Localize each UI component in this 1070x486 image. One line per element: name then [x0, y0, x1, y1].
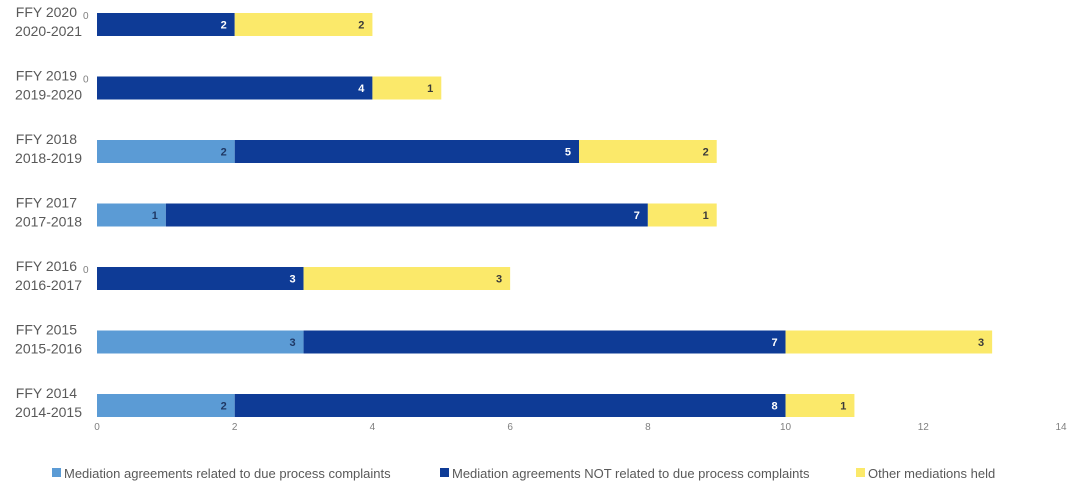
- data-label: 2: [703, 147, 709, 159]
- category-label-ffy: FFY 2020: [16, 4, 77, 20]
- legend-entry: Mediation agreements related to due proc…: [64, 466, 391, 481]
- data-label: 3: [289, 337, 295, 349]
- data-label: 2: [221, 401, 227, 413]
- data-label: 7: [771, 337, 777, 349]
- bar-segment: [234, 140, 579, 163]
- category-label-years: 2014-2015: [15, 404, 82, 420]
- data-label: 8: [771, 401, 777, 413]
- bar-segment: [372, 76, 442, 100]
- data-label: 2: [221, 147, 227, 159]
- x-tick-label: 2: [232, 422, 238, 433]
- zero-data-label: 0: [83, 11, 89, 22]
- category-label-ffy: FFY 2014: [16, 385, 77, 401]
- data-label: 2: [358, 20, 364, 32]
- x-tick-label: 6: [507, 422, 513, 433]
- x-tick-label: 0: [94, 422, 100, 433]
- bar-segment: [97, 140, 235, 163]
- category-label-years: 2017-2018: [15, 214, 82, 230]
- bar-segment: [97, 203, 166, 227]
- bar-row: FFY 2015 2015-2016 3 7 3: [15, 322, 993, 357]
- x-tick-label: 8: [645, 422, 651, 433]
- x-tick-label: 12: [918, 422, 930, 433]
- bar-segment: [785, 394, 855, 417]
- bar-segment: [647, 203, 717, 227]
- bar-segment: [303, 267, 511, 290]
- bar-segment: [234, 13, 373, 36]
- data-label: 1: [427, 83, 433, 95]
- legend-entry: Other mediations held: [868, 466, 995, 481]
- category-label-years: 2016-2017: [15, 277, 82, 293]
- category-label-years: 2015-2016: [15, 341, 82, 357]
- x-tick-label: 4: [370, 422, 376, 433]
- x-tick-label: 10: [780, 422, 792, 433]
- category-label-ffy: FFY 2015: [16, 322, 77, 338]
- data-label: 1: [703, 210, 709, 222]
- data-label: 3: [289, 274, 295, 286]
- category-label-years: 2020-2021: [15, 23, 82, 39]
- data-label: 4: [358, 83, 365, 95]
- category-label-years: 2018-2019: [15, 150, 82, 166]
- bar-segment: [97, 330, 304, 354]
- legend-swatch: [856, 468, 865, 477]
- category-label-ffy: FFY 2018: [16, 131, 77, 147]
- bar-segment: [579, 140, 717, 163]
- data-label: 3: [496, 274, 502, 286]
- legend-swatch: [440, 468, 449, 477]
- zero-data-label: 0: [83, 75, 89, 86]
- bar-segment: [234, 394, 786, 417]
- data-label: 1: [840, 401, 846, 413]
- bar-segment: [97, 267, 304, 290]
- bar-segment: [303, 330, 786, 354]
- bar-row: FFY 2014 2014-2015 2 8 1: [15, 385, 855, 420]
- data-label: 1: [152, 210, 158, 222]
- bar-segment: [97, 76, 373, 100]
- bar-segment: [165, 203, 648, 227]
- bar-segment: [785, 330, 993, 354]
- legend-entry: Mediation agreements NOT related to due …: [452, 466, 810, 481]
- bar-row: FFY 2017 2017-2018 1 7 1: [15, 195, 717, 230]
- bar-row: FFY 2018 2018-2019 2 5 2: [15, 131, 717, 166]
- zero-data-label: 0: [83, 265, 89, 276]
- data-label: 3: [978, 337, 984, 349]
- data-label: 2: [221, 20, 227, 32]
- bar-segment: [97, 394, 235, 417]
- category-label-ffy: FFY 2019: [16, 68, 77, 84]
- data-label: 5: [565, 147, 571, 159]
- x-tick-label: 14: [1055, 422, 1067, 433]
- category-label-ffy: FFY 2016: [16, 258, 77, 274]
- category-label-years: 2019-2020: [15, 87, 82, 103]
- bar-segment: [97, 13, 235, 36]
- legend-swatch: [52, 468, 61, 477]
- data-label: 7: [634, 210, 640, 222]
- category-label-ffy: FFY 2017: [16, 195, 77, 211]
